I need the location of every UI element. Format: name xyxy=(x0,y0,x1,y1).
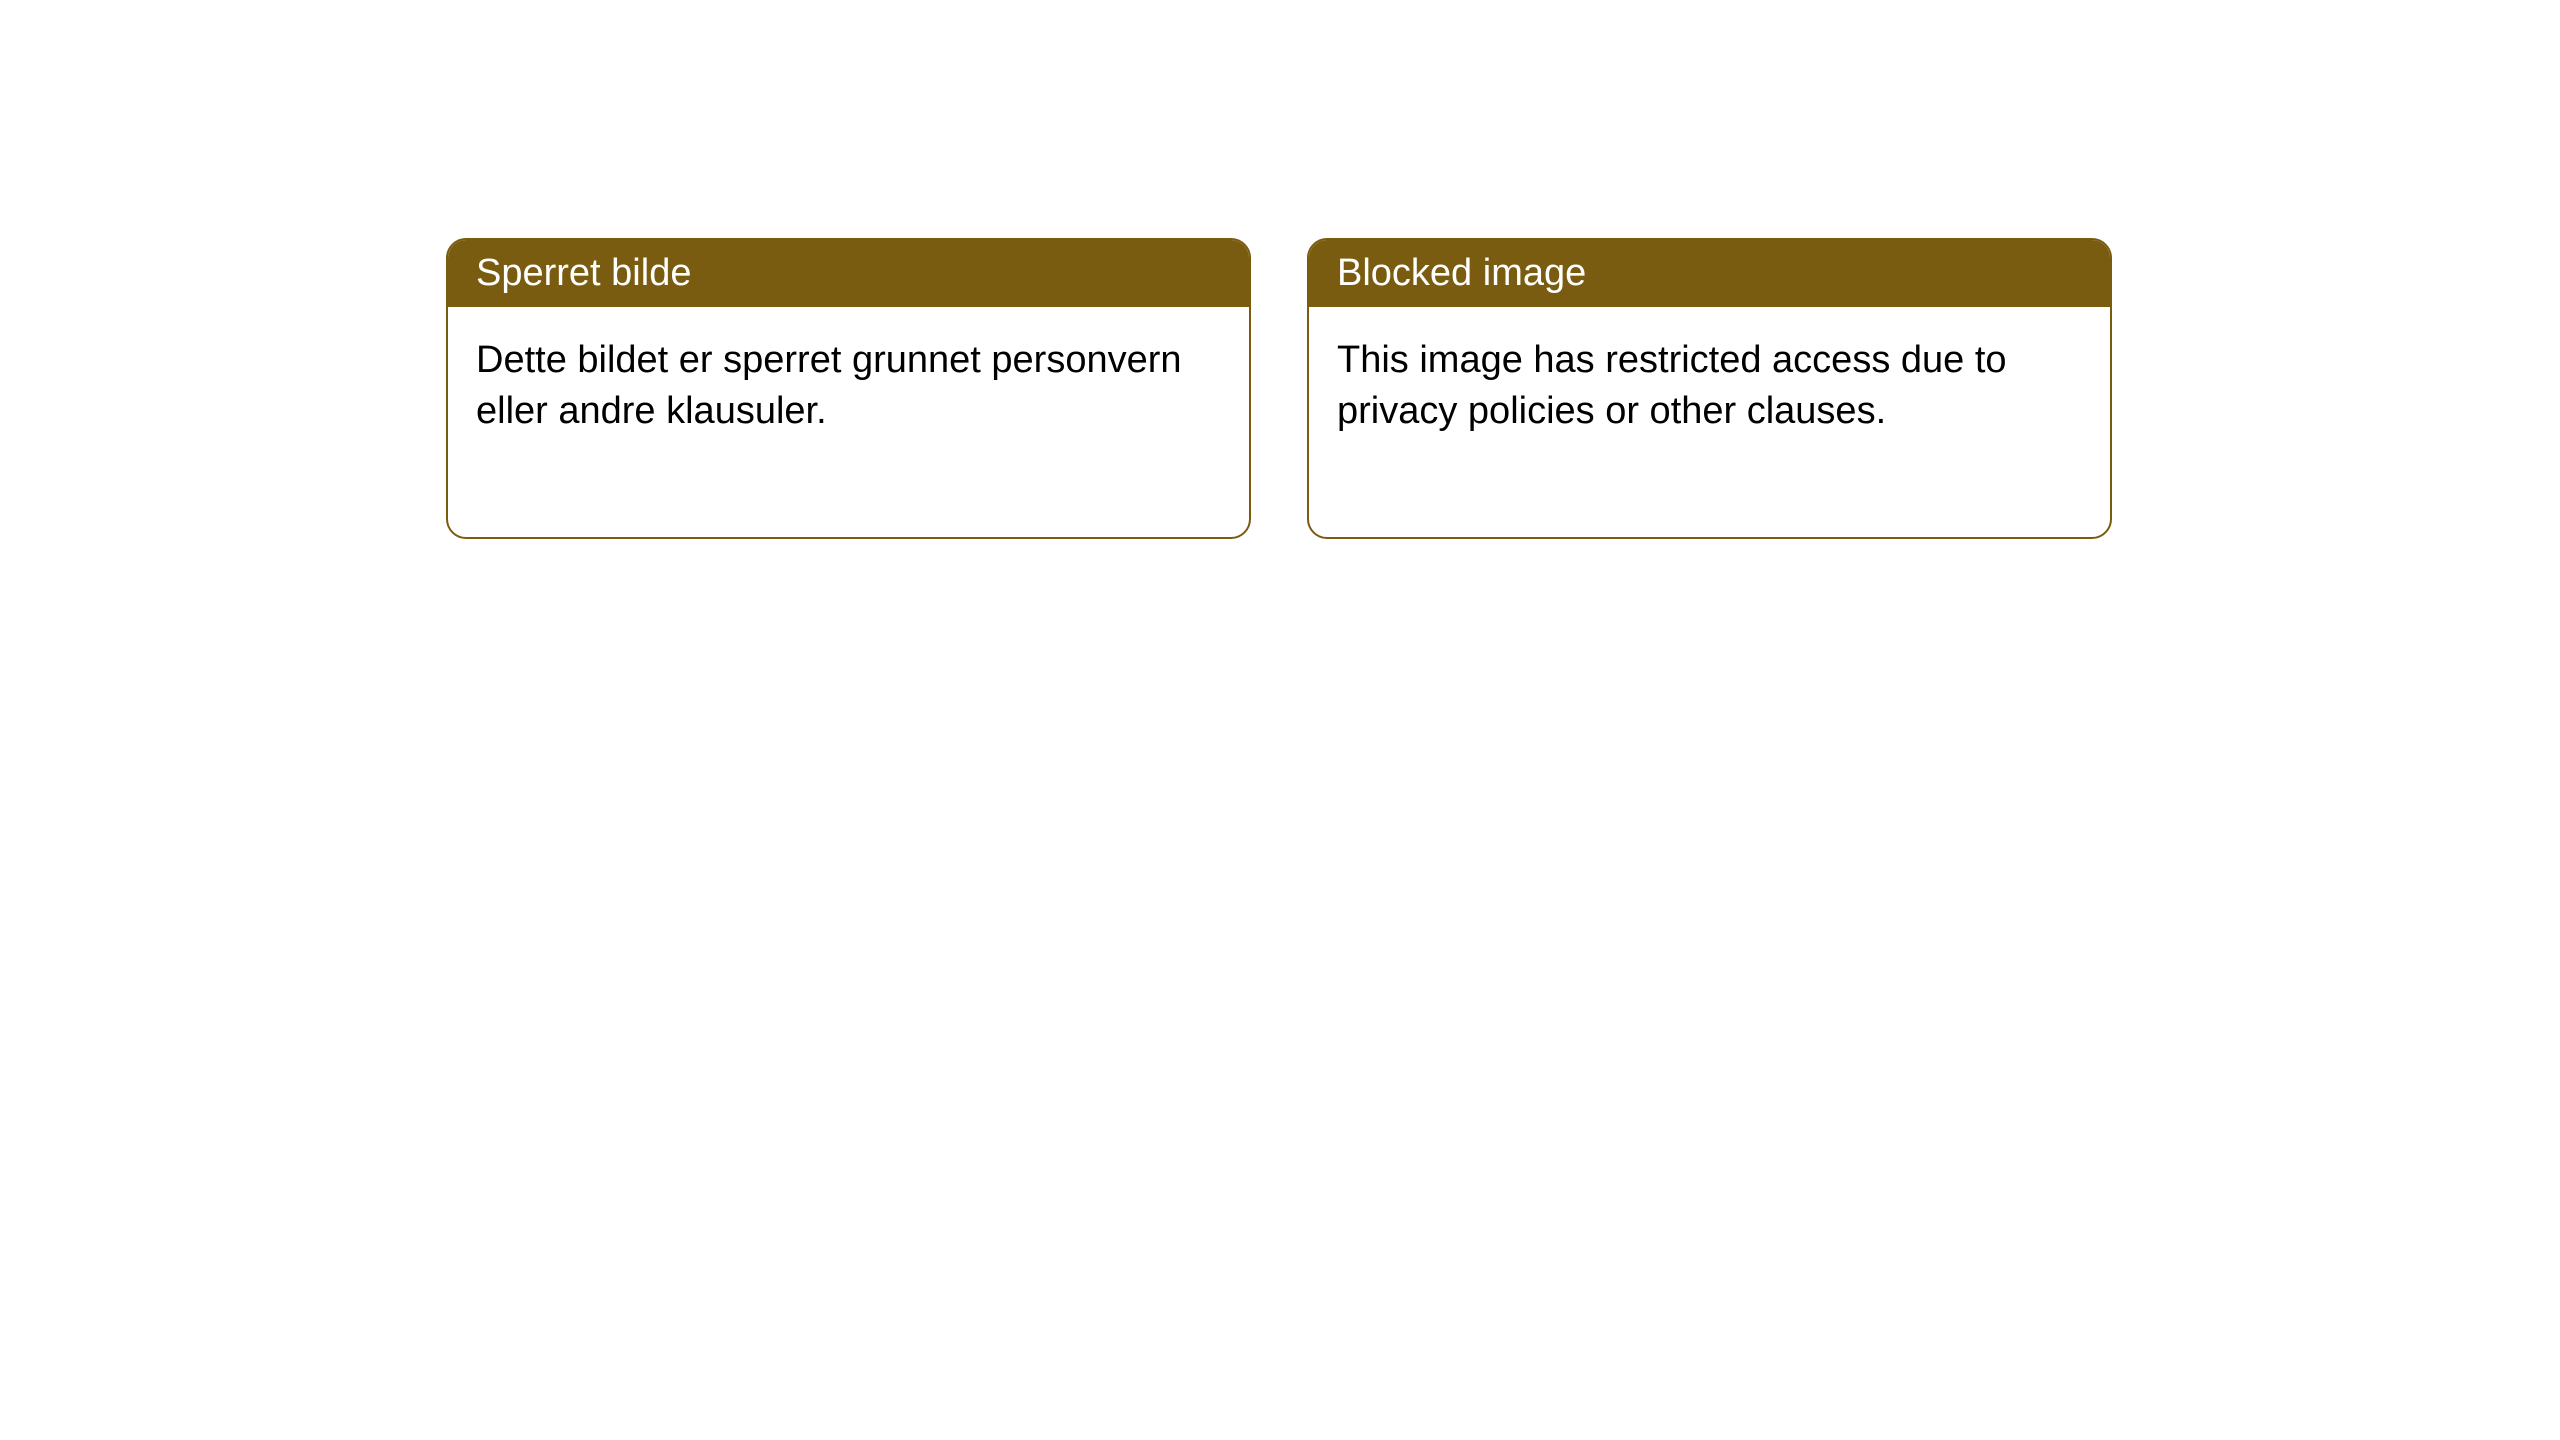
notice-body-en: This image has restricted access due to … xyxy=(1309,307,2110,537)
notice-title-en: Blocked image xyxy=(1309,240,2110,307)
notice-card-en: Blocked image This image has restricted … xyxy=(1307,238,2112,539)
notice-title-no: Sperret bilde xyxy=(448,240,1249,307)
notice-card-no: Sperret bilde Dette bildet er sperret gr… xyxy=(446,238,1251,539)
notice-container: Sperret bilde Dette bildet er sperret gr… xyxy=(0,0,2560,539)
notice-body-no: Dette bildet er sperret grunnet personve… xyxy=(448,307,1249,537)
